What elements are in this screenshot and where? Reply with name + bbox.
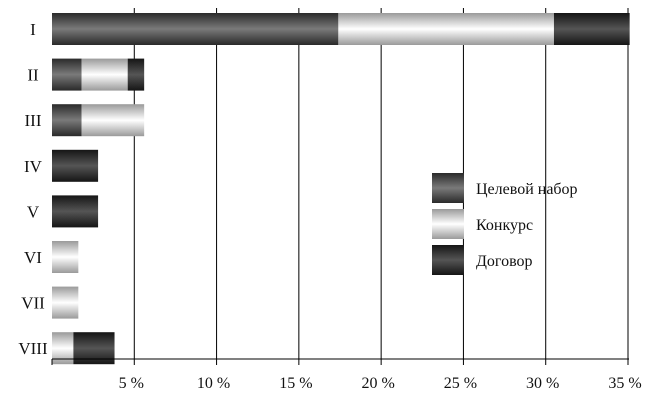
x-tick-label-20: 20 % <box>361 375 394 392</box>
bar-IV-3 <box>52 149 99 182</box>
bar-VI-2 <box>52 241 79 273</box>
bar-II-3 <box>127 58 145 91</box>
legend-swatch-3 <box>432 245 464 275</box>
x-tick-label-15: 15 % <box>279 375 312 392</box>
x-tick-label-35: 35 % <box>608 375 641 392</box>
x-tick-label-10: 10 % <box>197 375 230 392</box>
legend-swatch-1 <box>432 173 464 203</box>
category-label-VII: VII <box>21 294 45 313</box>
category-label-VI: VI <box>24 248 42 267</box>
bar-III-1 <box>52 104 82 137</box>
bar-V-3 <box>52 195 99 228</box>
bar-I-1 <box>52 13 339 45</box>
bar-VII-2 <box>52 286 79 319</box>
bars <box>52 13 630 365</box>
category-label-VIII: VIII <box>18 339 48 358</box>
legend-label-1: Целевой набор <box>476 181 578 198</box>
x-tick-label-30: 30 % <box>526 375 559 392</box>
bar-III-2 <box>81 104 145 137</box>
x-tick-label-5: 5 % <box>119 375 144 392</box>
category-label-I: I <box>30 20 36 39</box>
legend-label-2: Конкурс <box>476 217 533 234</box>
bar-I-3 <box>553 13 630 45</box>
category-label-III: III <box>25 111 42 130</box>
category-label-IV: IV <box>24 157 43 176</box>
category-label-V: V <box>27 202 40 221</box>
bar-II-2 <box>81 58 128 91</box>
bar-I-2 <box>338 13 554 45</box>
legend: Целевой набор Конкурс Договор <box>432 173 578 275</box>
legend-swatch-2 <box>432 209 464 239</box>
bar-VIII-2 <box>52 332 74 365</box>
x-tick-label-25: 25 % <box>444 375 477 392</box>
category-label-II: II <box>27 66 39 85</box>
bar-II-1 <box>52 58 82 91</box>
legend-label-3: Договор <box>476 253 533 270</box>
